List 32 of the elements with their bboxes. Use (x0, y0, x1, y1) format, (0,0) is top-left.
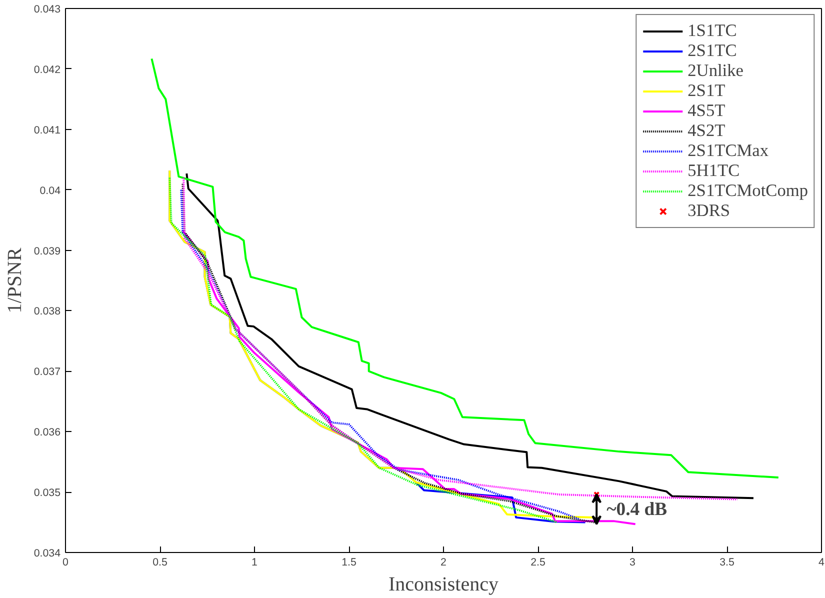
x-tick-label: 1 (252, 556, 258, 568)
x-axis-title: Inconsistency (388, 574, 498, 596)
legend-label: 3DRS (688, 201, 730, 221)
legend-label: 2S1TC (688, 41, 737, 61)
legend-label: 5H1TC (688, 161, 740, 181)
annotation: ~0.4 dB (606, 498, 668, 520)
x-tick-label: 2 (440, 556, 447, 568)
y-tick-label: 0.041 (34, 124, 61, 136)
y-tick-label: 0.034 (34, 548, 61, 560)
y-tick-label: 0.035 (34, 487, 61, 500)
y-tick-label: 0.039 (34, 245, 61, 258)
legend-label: 2S1TCMotComp (688, 181, 808, 201)
x-tick-label: 0.5 (152, 556, 168, 568)
x-tick-label: 2.5 (530, 556, 546, 568)
legend-label: 2S1TCMax (688, 141, 769, 161)
legend-label: 4S5T (688, 101, 726, 121)
y-axis-title: 1/PSNR (4, 247, 26, 314)
y-tick-label: 0.036 (34, 426, 61, 439)
x-tick-label: 0 (62, 556, 69, 568)
legend-label: 4S2T (688, 121, 726, 141)
legend-label: 2S1T (688, 81, 726, 101)
y-tick-label: 0.042 (34, 64, 61, 76)
legend-label: 1S1TC (688, 21, 737, 41)
y-tick-label: 0.043 (34, 4, 61, 16)
y-tick-label: 0.037 (34, 366, 61, 378)
x-tick-label: 3 (630, 556, 636, 568)
x-tick-label: 4 (818, 556, 825, 568)
legend-label: 2Unlike (688, 61, 744, 81)
y-tick-label: 0.038 (34, 306, 61, 318)
x-tick-label: 1.5 (342, 556, 356, 568)
x-tick-label: 3.5 (720, 556, 734, 568)
y-tick-label: 0.04 (40, 184, 61, 197)
